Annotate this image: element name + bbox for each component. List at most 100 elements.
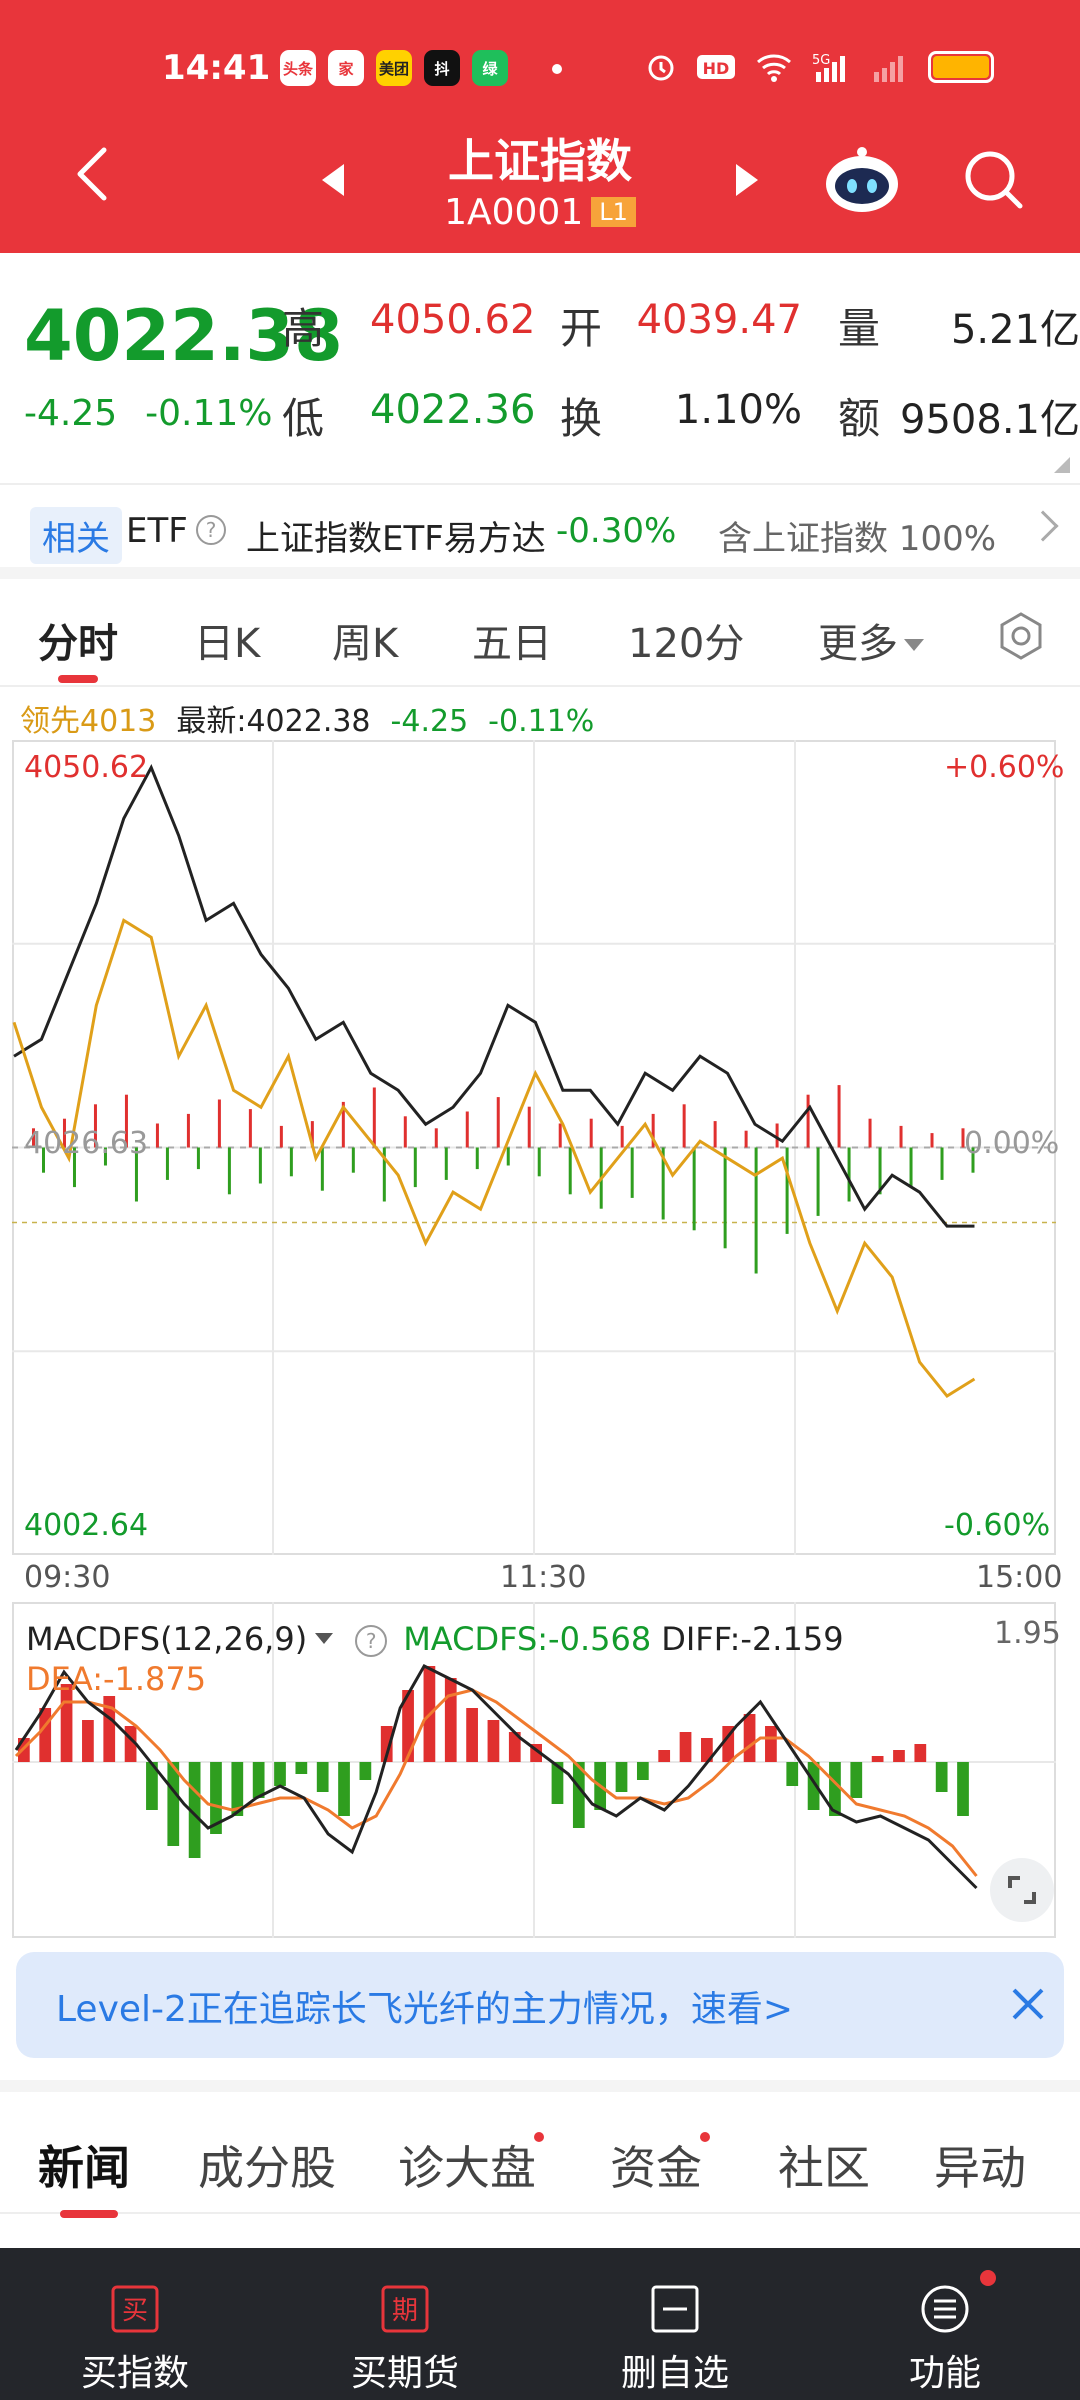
volume-value: 5.21亿: [950, 307, 1080, 353]
home-app-icon: 家: [328, 50, 364, 86]
volume-bar-up: [248, 1109, 252, 1148]
volume-bar-down: [537, 1147, 541, 1177]
volume-bar-up: [434, 1128, 438, 1148]
functions-button[interactable]: 功能: [810, 2248, 1080, 2400]
volume-bar-up: [868, 1118, 872, 1148]
macd-bar-negative: [188, 1762, 201, 1858]
tab-more[interactable]: 更多: [818, 611, 924, 669]
hd-icon: HD: [697, 55, 735, 79]
tab-daily-k[interactable]: 日K: [194, 621, 261, 667]
volume-bar-down: [165, 1147, 169, 1180]
volume-bar-down: [413, 1147, 417, 1188]
lead-index: 领先4013: [20, 704, 157, 739]
expand-quote-corner[interactable]: [1054, 457, 1070, 473]
macd-bar-positive: [765, 1726, 777, 1762]
green-app-icon: 绿: [472, 50, 508, 86]
price-line: [13, 763, 975, 1228]
macd-bar-negative: [167, 1762, 180, 1846]
macd-max-label: 1.95: [994, 1616, 1061, 1651]
tab-community[interactable]: 社区: [778, 2141, 870, 2195]
tab-market-diagnosis[interactable]: 诊大盘: [398, 2141, 536, 2195]
tab-constituents[interactable]: 成分股: [198, 2141, 336, 2195]
volume-bar-down: [42, 1147, 45, 1173]
tab-weekly-k[interactable]: 周K: [332, 621, 399, 667]
status-app-icons: 头条 家 美团 抖 绿: [280, 50, 508, 86]
macd-indicator-name[interactable]: MACDFS(12,26,9): [26, 1620, 308, 1658]
tab-news[interactable]: 新闻: [38, 2141, 130, 2195]
status-more-dot: [552, 64, 562, 74]
remove-watchlist-button[interactable]: 删自选: [540, 2248, 810, 2400]
assistant-robot-icon[interactable]: [822, 144, 902, 216]
latest-price: 最新:4022.38: [176, 704, 371, 739]
macd-bar-positive: [402, 1690, 414, 1762]
macd-help-icon[interactable]: ?: [355, 1625, 388, 1657]
volume-bar-down: [847, 1147, 851, 1202]
next-index-icon[interactable]: [732, 160, 762, 200]
volume-bar-up: [589, 1118, 593, 1148]
pct-max-label: +0.60%: [944, 750, 1065, 785]
macd-bar-negative: [338, 1762, 350, 1816]
buy-index-button[interactable]: 买 买指数: [0, 2248, 270, 2400]
etf-help-icon[interactable]: ?: [196, 515, 226, 545]
svg-text:5G: 5G: [812, 53, 830, 68]
volume-bar-up: [93, 1104, 97, 1148]
volume-bar-up: [527, 1106, 531, 1148]
chevron-down-icon: [904, 639, 924, 651]
related-etf-row[interactable]: 相关 ETF ? 上证指数ETF易方达 -0.30% 含上证指数 100%: [0, 483, 1080, 579]
active-tab-underline: [58, 675, 98, 683]
top-header: 14:41 头条 家 美团 抖 绿 HD 5G 上证指数 1A0001 L1: [0, 0, 1080, 253]
toutiao-app-icon: 头条: [280, 50, 316, 86]
macd-bar-negative: [786, 1762, 799, 1786]
pct-mid-label: 0.00%: [964, 1126, 1060, 1161]
level2-banner[interactable]: Level-2正在追踪长飞光纤的主力情况，速看>: [16, 1952, 1064, 2058]
chevron-down-icon[interactable]: [315, 1633, 334, 1644]
tab-five-day[interactable]: 五日: [472, 621, 552, 667]
volume-bar-up: [899, 1125, 903, 1148]
page-title: 上证指数: [448, 134, 632, 188]
buy-icon: 买: [111, 2285, 159, 2333]
volume-bar-up: [372, 1087, 376, 1148]
x-label-open: 09:30: [24, 1560, 111, 1595]
search-icon[interactable]: [962, 148, 1026, 212]
new-indicator-dot: [534, 2132, 544, 2142]
latest-change-pct: -0.11%: [488, 704, 595, 739]
volume-bar-up: [465, 1111, 469, 1148]
macd-bar-negative: [829, 1762, 841, 1816]
volume-bar-up: [961, 1128, 965, 1148]
volume-bar-up: [155, 1123, 159, 1148]
futures-icon: 期: [381, 2285, 429, 2333]
volume-bar-up: [310, 1121, 314, 1148]
macd-bar-negative: [231, 1762, 244, 1816]
active-tab-underline: [60, 2210, 118, 2218]
chart-settings-icon[interactable]: [996, 611, 1046, 661]
meituan-app-icon: 美团: [376, 50, 412, 86]
volume-bar-down: [909, 1147, 913, 1188]
tab-anomaly[interactable]: 异动: [934, 2141, 1026, 2195]
functions-label: 功能: [908, 2353, 981, 2394]
macd-chart[interactable]: [12, 1602, 1056, 1938]
volume-bar-up: [186, 1113, 190, 1148]
intraday-chart[interactable]: [12, 740, 1056, 1555]
close-icon[interactable]: [1008, 1984, 1048, 2024]
volume-bar-down: [320, 1147, 324, 1191]
volume-bar-up: [32, 1128, 35, 1148]
previous-index-icon[interactable]: [318, 160, 348, 200]
volume-bar-down: [444, 1147, 448, 1180]
macd-bar-negative: [957, 1762, 969, 1816]
etf-name: 上证指数ETF易方达: [246, 519, 546, 559]
volume-bar-down: [661, 1147, 665, 1220]
notification-dot: [980, 2270, 996, 2286]
macd-bar-negative: [210, 1762, 222, 1834]
tab-120min[interactable]: 120分: [628, 621, 745, 667]
tab-intraday[interactable]: 分时: [38, 621, 118, 667]
volume-label: 量: [838, 304, 881, 353]
etf-contains: 含上证指数 100%: [718, 519, 997, 559]
tab-funds[interactable]: 资金: [610, 2141, 702, 2195]
fullscreen-button[interactable]: [990, 1858, 1054, 1922]
buy-futures-button[interactable]: 期 买期货: [270, 2248, 540, 2400]
back-arrow-icon[interactable]: [64, 144, 124, 204]
macd-bar-positive: [466, 1708, 478, 1762]
dea-value: DEA:-1.875: [26, 1660, 207, 1698]
volume-bar-down: [816, 1147, 820, 1216]
macd-bar-positive: [701, 1738, 713, 1762]
